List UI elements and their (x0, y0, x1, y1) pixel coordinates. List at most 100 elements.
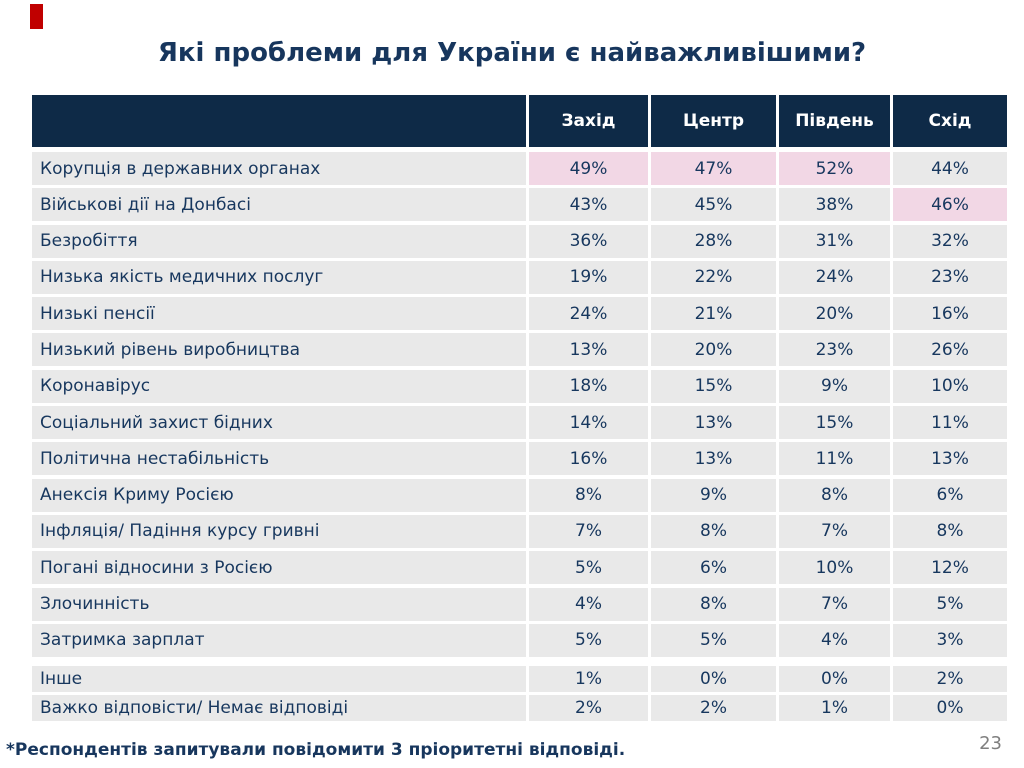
table-row: Низький рівень виробництва 13% 20% 23% 2… (32, 333, 1007, 367)
cell-value-south: 9% (779, 369, 890, 403)
cell-value-east: 23% (893, 260, 1007, 294)
row-label: Затримка зарплат (32, 623, 526, 657)
cell-value-west: 36% (529, 224, 648, 258)
table-row: Політична нестабільність 16% 13% 11% 13% (32, 442, 1007, 476)
table-row: Низька якість медичних послуг 19% 22% 24… (32, 260, 1007, 294)
table-header-south: Південь (779, 95, 890, 147)
cell-value-south: 7% (779, 514, 890, 548)
cell-value-center: 22% (651, 260, 776, 294)
page-number: 23 (979, 733, 1002, 754)
cell-value-west: 16% (529, 442, 648, 476)
cell-value-west: 13% (529, 333, 648, 367)
cell-value-west: 43% (529, 188, 648, 222)
cell-value-center: 13% (651, 442, 776, 476)
cell-value-south: 31% (779, 224, 890, 258)
row-label: Політична нестабільність (32, 442, 526, 476)
cell-value-east: 11% (893, 406, 1007, 440)
cell-value-center: 5% (651, 623, 776, 657)
cell-value-east: 0% (893, 694, 1007, 721)
table-header-center: Центр (651, 95, 776, 147)
cell-value-east: 2% (893, 666, 1007, 693)
table-header-east: Схід (893, 95, 1007, 147)
row-label: Військові дії на Донбасі (32, 188, 526, 222)
cell-value-west: 7% (529, 514, 648, 548)
cell-value-west: 2% (529, 694, 648, 721)
cell-value-west: 1% (529, 666, 648, 693)
cell-value-south: 11% (779, 442, 890, 476)
cell-value-center: 47% (651, 152, 776, 185)
table-row: Затримка зарплат 5% 5% 4% 3% (32, 623, 1007, 657)
footnote: *Респондентів запитували повідомити 3 пр… (6, 740, 626, 760)
problems-table: Захід Центр Південь Схід Корупція в держ… (32, 95, 1007, 723)
cell-value-center: 2% (651, 694, 776, 721)
cell-value-west: 14% (529, 406, 648, 440)
cell-value-west: 4% (529, 587, 648, 621)
cell-value-south: 1% (779, 694, 890, 721)
table-row: Інше 1% 0% 0% 2% (32, 666, 1007, 693)
table-row: Безробіття 36% 28% 31% 32% (32, 224, 1007, 258)
cell-value-center: 20% (651, 333, 776, 367)
cell-value-east: 16% (893, 297, 1007, 331)
table-body: Корупція в державних органах 49% 47% 52%… (32, 152, 1007, 721)
cell-value-east: 8% (893, 514, 1007, 548)
cell-value-west: 19% (529, 260, 648, 294)
accent-bar (30, 4, 43, 29)
table-row: Погані відносини з Росією 5% 6% 10% 12% (32, 551, 1007, 585)
cell-value-west: 8% (529, 478, 648, 512)
cell-value-west: 5% (529, 623, 648, 657)
cell-value-west: 24% (529, 297, 648, 331)
cell-value-center: 8% (651, 587, 776, 621)
cell-value-center: 15% (651, 369, 776, 403)
row-label: Безробіття (32, 224, 526, 258)
cell-value-south: 7% (779, 587, 890, 621)
cell-value-center: 9% (651, 478, 776, 512)
row-label: Інфляція/ Падіння курсу гривні (32, 514, 526, 548)
cell-value-east: 5% (893, 587, 1007, 621)
cell-value-south: 52% (779, 152, 890, 185)
table-row: Корупція в державних органах 49% 47% 52%… (32, 152, 1007, 185)
row-label: Коронавірус (32, 369, 526, 403)
row-label: Інше (32, 666, 526, 693)
table-row: Інфляція/ Падіння курсу гривні 7% 8% 7% … (32, 514, 1007, 548)
table-header-empty (32, 95, 526, 147)
cell-value-east: 32% (893, 224, 1007, 258)
cell-value-south: 8% (779, 478, 890, 512)
table-header-west: Захід (529, 95, 648, 147)
cell-value-east: 26% (893, 333, 1007, 367)
cell-value-south: 15% (779, 406, 890, 440)
row-label: Важко відповісти/ Немає відповіді (32, 694, 526, 721)
cell-value-east: 44% (893, 152, 1007, 185)
table-row: Важко відповісти/ Немає відповіді 2% 2% … (32, 694, 1007, 721)
cell-value-south: 4% (779, 623, 890, 657)
cell-value-west: 5% (529, 551, 648, 585)
row-label: Злочинність (32, 587, 526, 621)
cell-value-east: 10% (893, 369, 1007, 403)
row-label: Низька якість медичних послуг (32, 260, 526, 294)
cell-value-center: 21% (651, 297, 776, 331)
row-label: Корупція в державних органах (32, 152, 526, 185)
cell-value-south: 10% (779, 551, 890, 585)
cell-value-east: 46% (893, 188, 1007, 222)
table-row: Анексія Криму Росією 8% 9% 8% 6% (32, 478, 1007, 512)
cell-value-center: 45% (651, 188, 776, 222)
cell-value-center: 13% (651, 406, 776, 440)
cell-value-center: 8% (651, 514, 776, 548)
cell-value-south: 0% (779, 666, 890, 693)
row-label: Низький рівень виробництва (32, 333, 526, 367)
cell-value-west: 18% (529, 369, 648, 403)
cell-value-south: 23% (779, 333, 890, 367)
cell-value-west: 49% (529, 152, 648, 185)
cell-value-east: 6% (893, 478, 1007, 512)
table-header-row: Захід Центр Південь Схід (32, 95, 1007, 147)
cell-value-south: 24% (779, 260, 890, 294)
table-row: Військові дії на Донбасі 43% 45% 38% 46% (32, 188, 1007, 222)
cell-value-east: 12% (893, 551, 1007, 585)
table-row: Злочинність 4% 8% 7% 5% (32, 587, 1007, 621)
cell-value-south: 38% (779, 188, 890, 222)
cell-value-center: 0% (651, 666, 776, 693)
table-row: Коронавірус 18% 15% 9% 10% (32, 369, 1007, 403)
cell-value-center: 28% (651, 224, 776, 258)
cell-value-south: 20% (779, 297, 890, 331)
cell-value-east: 3% (893, 623, 1007, 657)
table-row: Соціальний захист бідних 14% 13% 15% 11% (32, 406, 1007, 440)
